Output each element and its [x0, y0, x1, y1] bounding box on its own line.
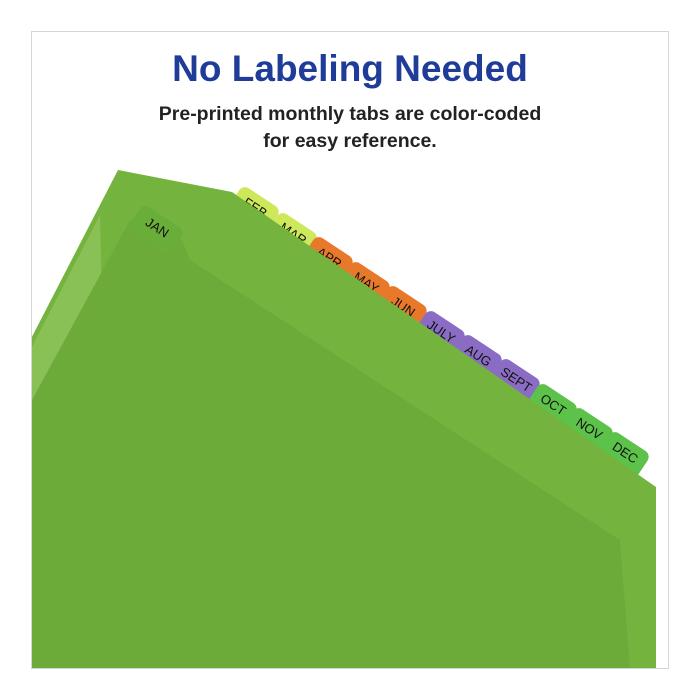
headline: No Labeling Needed — [172, 48, 528, 89]
tab-shape — [415, 311, 465, 357]
image-frame — [31, 31, 669, 669]
tab-shape — [599, 432, 649, 478]
tab-shape — [129, 206, 183, 254]
tab-shape — [527, 384, 577, 430]
front-divider-sheet — [32, 220, 630, 668]
tab-shape — [490, 359, 540, 405]
subheadline: Pre-printed monthly tabs are color-coded… — [0, 101, 700, 155]
tab-shape — [563, 408, 613, 454]
subheadline-line-2: for easy reference. — [263, 130, 437, 152]
tab-shape — [452, 335, 502, 381]
subheadline-line-1: Pre-printed monthly tabs are color-coded — [158, 103, 542, 125]
